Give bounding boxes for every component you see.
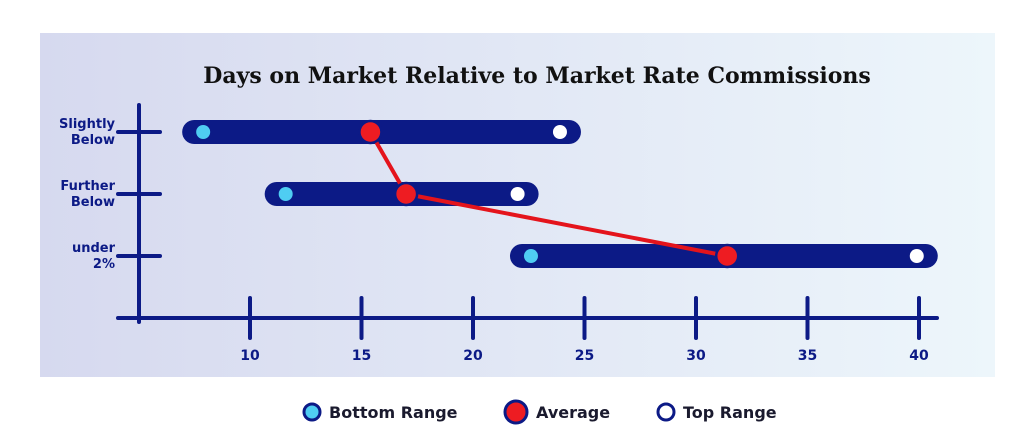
top-range-marker-1 — [510, 187, 525, 201]
y-tick-label-2: under 2% — [72, 241, 116, 272]
bottom-range-marker-0 — [196, 125, 211, 139]
chart-title: Days on Market Relative to Market Rate C… — [203, 63, 871, 89]
x-tick-label-35: 35 — [798, 348, 817, 364]
x-tick-label-15: 15 — [352, 348, 371, 364]
legend-label-1: Average — [536, 403, 610, 422]
x-tick-label-10: 10 — [240, 348, 260, 364]
bottom-range-marker-1 — [278, 187, 293, 201]
top-range-marker-2 — [909, 249, 924, 263]
y-tick-label-line: Below — [71, 195, 115, 210]
x-tick-label-25: 25 — [575, 348, 594, 364]
x-tick-label-20: 20 — [463, 348, 483, 364]
top-range-marker-0 — [552, 125, 567, 139]
legend-marker-2 — [656, 402, 676, 422]
y-tick-label-line: Slightly — [59, 117, 116, 132]
average-marker-0 — [358, 119, 383, 145]
x-tick-label-30: 30 — [686, 348, 706, 364]
y-tick-label-line: Further — [60, 179, 115, 194]
y-tick-label-line: 2% — [93, 257, 115, 272]
y-tick-label-0: Slightly Below — [59, 117, 116, 148]
y-tick-label-1: Further Below — [60, 179, 115, 210]
average-marker-1 — [393, 181, 419, 207]
legend-marker-0 — [302, 402, 322, 422]
y-tick-label-line: Below — [71, 133, 115, 148]
legend-label-0: Bottom Range — [329, 403, 458, 422]
legend-label-2: Top Range — [683, 403, 777, 422]
y-tick-label-line: under — [72, 241, 116, 256]
bottom-range-marker-2 — [523, 249, 538, 263]
x-tick-label-40: 40 — [909, 348, 929, 364]
average-marker-2 — [714, 243, 740, 269]
legend-marker-1 — [503, 399, 529, 425]
